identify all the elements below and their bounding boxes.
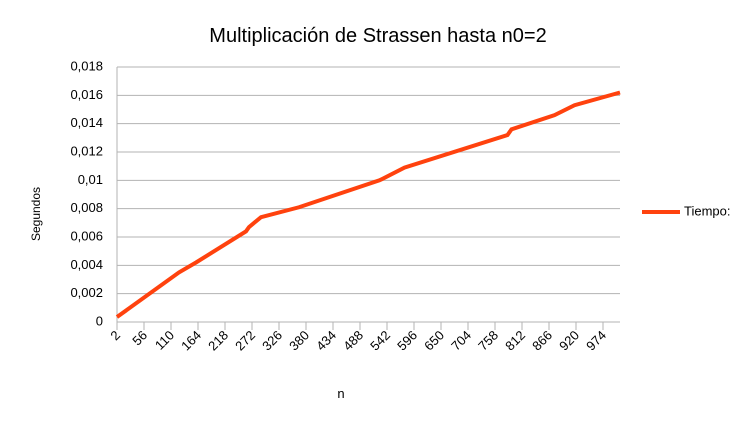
x-tick-label: 2 xyxy=(107,328,123,344)
y-tick-label: 0 xyxy=(96,313,103,328)
y-tick-label: 0,014 xyxy=(70,115,103,130)
x-tick-label: 812 xyxy=(502,328,528,354)
x-tick-label: 704 xyxy=(448,328,474,354)
y-tick-label: 0,006 xyxy=(70,228,103,243)
y-tick-label: 0,004 xyxy=(70,257,103,272)
x-tick-label: 920 xyxy=(556,328,582,354)
x-tick-label: 596 xyxy=(394,328,420,354)
x-tick-label: 974 xyxy=(583,328,609,354)
chart-title: Multiplicación de Strassen hasta n0=2 xyxy=(209,25,546,47)
x-tick-label: 650 xyxy=(421,328,447,354)
x-tick-label: 164 xyxy=(178,328,204,354)
x-tick-label: 110 xyxy=(152,328,177,353)
x-tick-label: 488 xyxy=(340,328,366,354)
x-tick-label: 272 xyxy=(232,328,258,354)
y-tick-label: 0,016 xyxy=(70,87,103,102)
y-axis-label: Segundos xyxy=(29,187,43,241)
line-series xyxy=(115,90,621,319)
x-tick-label: 542 xyxy=(367,328,393,354)
x-tick-label: 758 xyxy=(475,328,501,354)
y-tick-label: 0,018 xyxy=(70,58,103,73)
y-tick-label: 0,002 xyxy=(70,285,103,300)
x-axis-label: n xyxy=(337,386,344,401)
y-tick-label: 0,01 xyxy=(78,172,103,187)
x-tick-label: 866 xyxy=(529,328,555,354)
x-tick-label: 326 xyxy=(259,328,285,354)
x-tick-label: 56 xyxy=(129,328,150,349)
x-tick-label: 380 xyxy=(286,328,312,354)
x-tick-label: 218 xyxy=(205,328,231,354)
y-tick-label: 0,012 xyxy=(70,143,103,158)
x-tick-label: 434 xyxy=(313,328,339,354)
legend-label: Tiempo: xyxy=(684,203,730,218)
y-tick-label: 0,008 xyxy=(70,200,103,215)
